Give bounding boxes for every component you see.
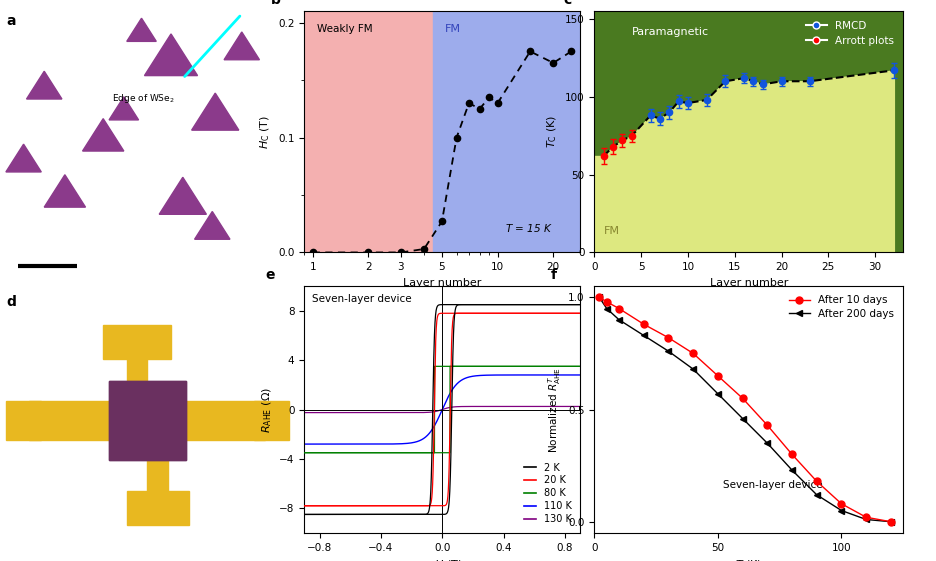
- Y-axis label: $T_{\mathrm{C}}$ (K): $T_{\mathrm{C}}$ (K): [546, 115, 560, 149]
- X-axis label: Layer number: Layer number: [403, 278, 481, 288]
- Bar: [110, 381, 185, 460]
- Bar: [148, 440, 168, 491]
- Legend: RMCD, Arrott plots: RMCD, Arrott plots: [801, 16, 898, 50]
- Polygon shape: [192, 93, 239, 130]
- X-axis label: Layer number: Layer number: [709, 278, 788, 288]
- Bar: [110, 381, 185, 460]
- Text: FM: FM: [446, 24, 461, 34]
- Polygon shape: [6, 144, 41, 172]
- Polygon shape: [126, 18, 156, 42]
- Legend: 2 K, 20 K, 80 K, 110 K, 130 K: 2 K, 20 K, 80 K, 110 K, 130 K: [520, 459, 576, 528]
- Polygon shape: [110, 96, 139, 120]
- Polygon shape: [195, 211, 230, 240]
- Polygon shape: [144, 34, 197, 76]
- Text: Paramagnetic: Paramagnetic: [632, 26, 709, 36]
- Y-axis label: $R_{\mathrm{AHE}}$ ($\Omega$): $R_{\mathrm{AHE}}$ ($\Omega$): [260, 387, 273, 433]
- Polygon shape: [26, 71, 62, 99]
- Polygon shape: [44, 175, 85, 207]
- Polygon shape: [224, 32, 259, 60]
- Bar: [304, 11, 433, 252]
- Bar: [103, 325, 171, 359]
- Text: e: e: [266, 268, 275, 282]
- Bar: [254, 401, 289, 440]
- X-axis label: $T$ (K): $T$ (K): [735, 558, 763, 561]
- Text: f: f: [551, 268, 557, 282]
- X-axis label: $\mu_0 H$ (T): $\mu_0 H$ (T): [422, 558, 462, 561]
- Polygon shape: [82, 119, 124, 151]
- Bar: [6, 401, 41, 440]
- Y-axis label: $H_{\mathrm{C}}$ (T): $H_{\mathrm{C}}$ (T): [259, 115, 272, 149]
- Text: c: c: [563, 0, 572, 7]
- Text: d: d: [6, 295, 16, 309]
- Legend: After 10 days, After 200 days: After 10 days, After 200 days: [784, 291, 898, 323]
- Bar: [126, 491, 189, 525]
- Text: b: b: [271, 0, 281, 7]
- Y-axis label: Normalized $R^{T}_{\mathrm{AHE}}$: Normalized $R^{T}_{\mathrm{AHE}}$: [546, 366, 563, 453]
- Text: Edge of WSe$_2$: Edge of WSe$_2$: [112, 92, 175, 105]
- Bar: [30, 401, 266, 440]
- Bar: [126, 351, 148, 401]
- Text: Seven-layer device: Seven-layer device: [723, 480, 823, 490]
- Text: FM: FM: [604, 226, 620, 236]
- Text: $T$ = 15 K: $T$ = 15 K: [505, 222, 553, 234]
- Polygon shape: [159, 177, 206, 214]
- Text: a: a: [6, 14, 15, 28]
- Text: Weakly FM: Weakly FM: [316, 24, 373, 34]
- Text: Seven-layer device: Seven-layer device: [313, 293, 412, 304]
